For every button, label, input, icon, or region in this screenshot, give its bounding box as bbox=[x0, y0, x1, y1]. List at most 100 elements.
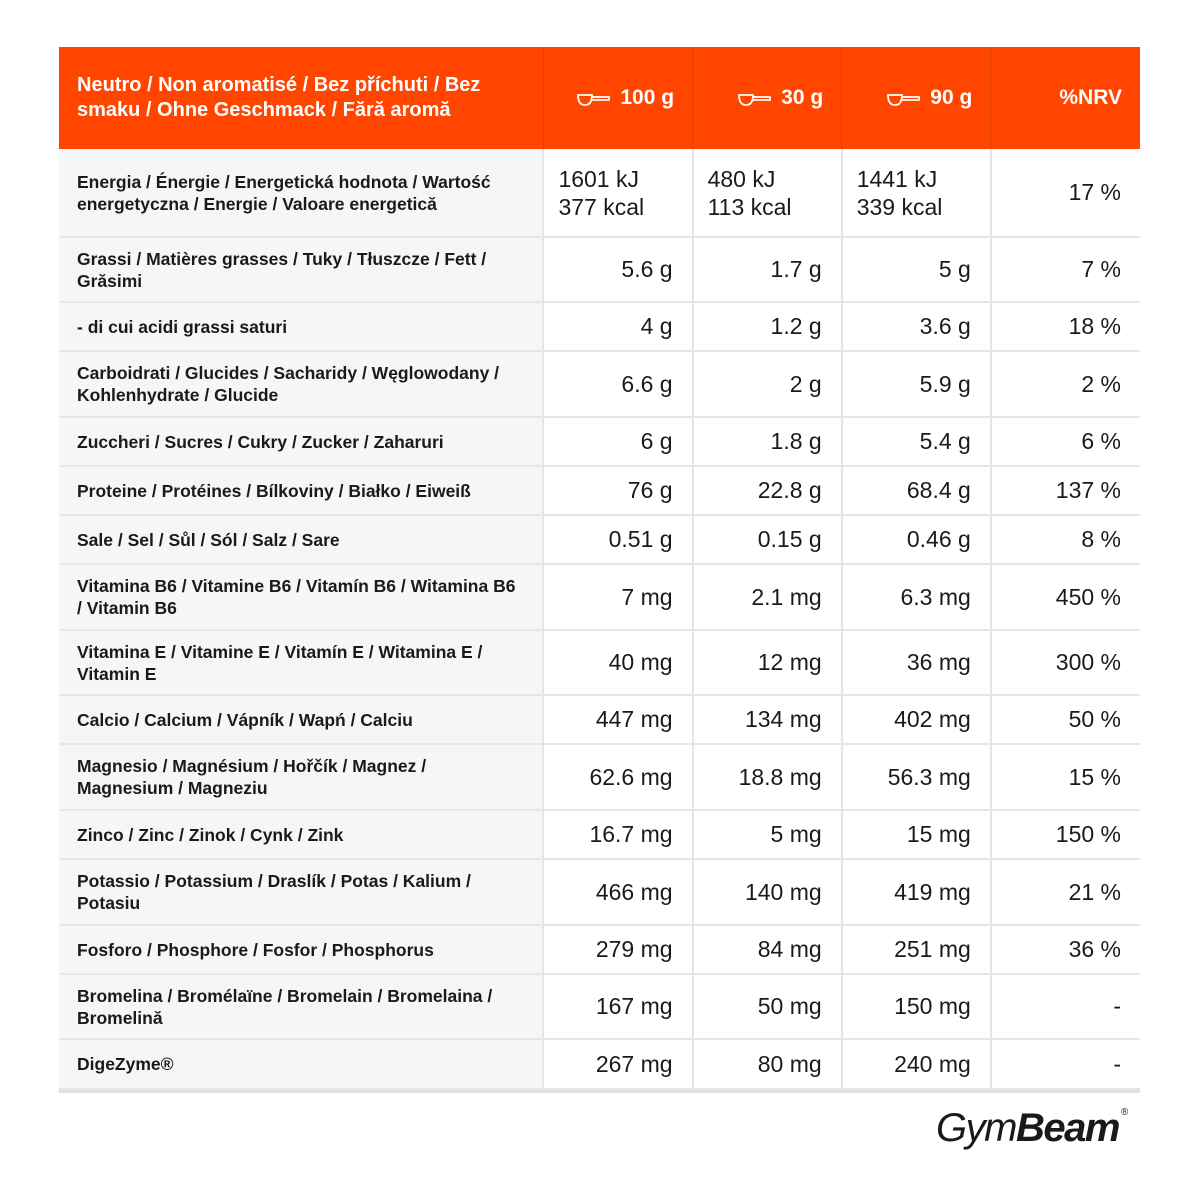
header-flavour-label: Neutro / Non aromatisé / Bez příchuti / … bbox=[59, 47, 544, 149]
row-value-nrv: 6 % bbox=[990, 417, 1140, 467]
row-value-90g: 3.6 g bbox=[841, 302, 992, 352]
row-value-30g: 1.2 g bbox=[692, 302, 843, 352]
scoop-icon bbox=[738, 94, 772, 106]
row-value-nrv: 137 % bbox=[990, 466, 1140, 516]
row-name: Energia / Énergie / Energetická hodnota … bbox=[59, 149, 545, 238]
table-row: Calcio / Calcium / Vápník / Wapń / Calci… bbox=[59, 695, 1140, 745]
scoop-icon bbox=[887, 94, 921, 106]
row-value-100g: 5.6 g bbox=[543, 237, 694, 303]
header-col-30g: 30 g bbox=[692, 47, 843, 149]
table-row: Zuccheri / Sucres / Cukry / Zucker / Zah… bbox=[59, 417, 1140, 467]
row-value-30g: 12 mg bbox=[692, 630, 843, 696]
row-value-30g: 2 g bbox=[692, 351, 843, 418]
row-value-90g: 419 mg bbox=[841, 859, 992, 926]
row-value-30g: 50 mg bbox=[692, 974, 843, 1040]
row-name: Bromelina / Bromélaïne / Bromelain / Bro… bbox=[59, 974, 545, 1040]
row-value-90g: 402 mg bbox=[841, 695, 992, 745]
row-value-100g: 279 mg bbox=[543, 925, 694, 975]
table-row-energy: Energia / Énergie / Energetická hodnota … bbox=[59, 149, 1140, 238]
nutrition-table: Neutro / Non aromatisé / Bez příchuti / … bbox=[59, 47, 1140, 1090]
energy-kj: 480 kJ bbox=[707, 165, 776, 192]
row-value-90g: 5.9 g bbox=[841, 351, 992, 418]
row-value-30g: 140 mg bbox=[692, 859, 843, 926]
row-value-100g: 6 g bbox=[543, 417, 694, 467]
table-row: Proteine / Protéines / Bílkoviny / Białk… bbox=[59, 466, 1140, 516]
row-value-30g: 84 mg bbox=[692, 925, 843, 975]
row-value-100g: 7 mg bbox=[543, 564, 694, 631]
row-value-nrv: 300 % bbox=[990, 630, 1140, 696]
table-row: Vitamina B6 / Vitamine B6 / Vitamín B6 /… bbox=[59, 564, 1140, 631]
row-value-100g: 466 mg bbox=[543, 859, 694, 926]
row-value-90g: 1441 kJ 339 kcal bbox=[841, 149, 992, 238]
row-name: Zinco / Zinc / Zinok / Cynk / Zink bbox=[59, 810, 545, 860]
row-name: Magnesio / Magnésium / Hořčík / Magnez /… bbox=[59, 744, 545, 811]
row-name: Sale / Sel / Sůl / Sól / Salz / Sare bbox=[59, 515, 545, 565]
row-value-90g: 68.4 g bbox=[841, 466, 992, 516]
row-value-nrv: 2 % bbox=[990, 351, 1140, 418]
row-value-90g: 150 mg bbox=[841, 974, 992, 1040]
row-value-100g: 447 mg bbox=[543, 695, 694, 745]
header-col-100g: 100 g bbox=[543, 47, 694, 149]
row-value-100g: 0.51 g bbox=[543, 515, 694, 565]
row-name: Vitamina E / Vitamine E / Vitamín E / Wi… bbox=[59, 630, 545, 696]
row-value-nrv: 50 % bbox=[990, 695, 1140, 745]
table-row: Grassi / Matières grasses / Tuky / Tłusz… bbox=[59, 237, 1140, 303]
row-value-90g: 5 g bbox=[841, 237, 992, 303]
header-col-100g-label: 100 g bbox=[620, 86, 675, 109]
row-value-30g: 1.8 g bbox=[692, 417, 843, 467]
row-name: Grassi / Matières grasses / Tuky / Tłusz… bbox=[59, 237, 545, 303]
table-row: Vitamina E / Vitamine E / Vitamín E / Wi… bbox=[59, 630, 1140, 696]
row-value-100g: 267 mg bbox=[543, 1039, 694, 1090]
row-value-100g: 40 mg bbox=[543, 630, 694, 696]
energy-kcal: 377 kcal bbox=[558, 193, 645, 220]
nutrition-table-wrapper: Neutro / Non aromatisé / Bez příchuti / … bbox=[59, 47, 1140, 1093]
row-value-nrv: 21 % bbox=[990, 859, 1140, 926]
table-row: Carboidrati / Glucides / Sacharidy / Węg… bbox=[59, 351, 1140, 418]
table-row: Potassio / Potassium / Draslík / Potas /… bbox=[59, 859, 1140, 926]
row-value-100g: 6.6 g bbox=[543, 351, 694, 418]
row-value-nrv: - bbox=[990, 974, 1140, 1040]
energy-kcal: 339 kcal bbox=[856, 193, 943, 220]
row-value-100g: 76 g bbox=[543, 466, 694, 516]
row-name: Proteine / Protéines / Bílkoviny / Białk… bbox=[59, 466, 545, 516]
row-value-100g: 1601 kJ 377 kcal bbox=[543, 149, 694, 238]
logo-registered-mark: ® bbox=[1120, 1107, 1129, 1118]
table-row: Magnesio / Magnésium / Hořčík / Magnez /… bbox=[59, 744, 1140, 811]
row-value-nrv: 15 % bbox=[990, 744, 1140, 811]
row-value-90g: 0.46 g bbox=[841, 515, 992, 565]
header-col-90g: 90 g bbox=[841, 47, 992, 149]
table-row: Fosforo / Phosphore / Fosfor / Phosphoru… bbox=[59, 925, 1140, 975]
energy-kj: 1441 kJ bbox=[856, 165, 938, 192]
row-value-90g: 6.3 mg bbox=[841, 564, 992, 631]
row-name: DigeZyme® bbox=[59, 1039, 545, 1090]
row-value-100g: 167 mg bbox=[543, 974, 694, 1040]
row-value-90g: 251 mg bbox=[841, 925, 992, 975]
row-value-nrv: 36 % bbox=[990, 925, 1140, 975]
row-value-100g: 16.7 mg bbox=[543, 810, 694, 860]
row-value-90g: 56.3 mg bbox=[841, 744, 992, 811]
logo-part-beam: Beam bbox=[1015, 1106, 1120, 1150]
row-name: Zuccheri / Sucres / Cukry / Zucker / Zah… bbox=[59, 417, 545, 467]
table-header-row: Neutro / Non aromatisé / Bez příchuti / … bbox=[59, 47, 1140, 149]
row-name: - di cui acidi grassi saturi bbox=[59, 302, 545, 352]
row-value-30g: 18.8 mg bbox=[692, 744, 843, 811]
row-name: Fosforo / Phosphore / Fosfor / Phosphoru… bbox=[59, 925, 545, 975]
row-value-nrv: 150 % bbox=[990, 810, 1140, 860]
row-value-nrv: 8 % bbox=[990, 515, 1140, 565]
table-row: Sale / Sel / Sůl / Sól / Salz / Sare 0.5… bbox=[59, 515, 1140, 565]
scoop-icon bbox=[577, 94, 611, 106]
row-value-100g: 62.6 mg bbox=[543, 744, 694, 811]
header-col-nrv: %NRV bbox=[990, 47, 1140, 149]
row-value-30g: 2.1 mg bbox=[692, 564, 843, 631]
gymbeam-logo: GymBeam ® bbox=[936, 1106, 1128, 1156]
row-name: Potassio / Potassium / Draslík / Potas /… bbox=[59, 859, 545, 926]
row-value-90g: 240 mg bbox=[841, 1039, 992, 1090]
header-col-30g-label: 30 g bbox=[781, 86, 824, 109]
header-col-90g-label: 90 g bbox=[930, 86, 973, 109]
energy-kj: 1601 kJ bbox=[558, 165, 639, 192]
row-value-30g: 5 mg bbox=[692, 810, 843, 860]
row-value-90g: 36 mg bbox=[841, 630, 992, 696]
row-name: Vitamina B6 / Vitamine B6 / Vitamín B6 /… bbox=[59, 564, 545, 631]
logo-part-gym: Gym bbox=[936, 1106, 1017, 1150]
row-value-30g: 1.7 g bbox=[692, 237, 843, 303]
